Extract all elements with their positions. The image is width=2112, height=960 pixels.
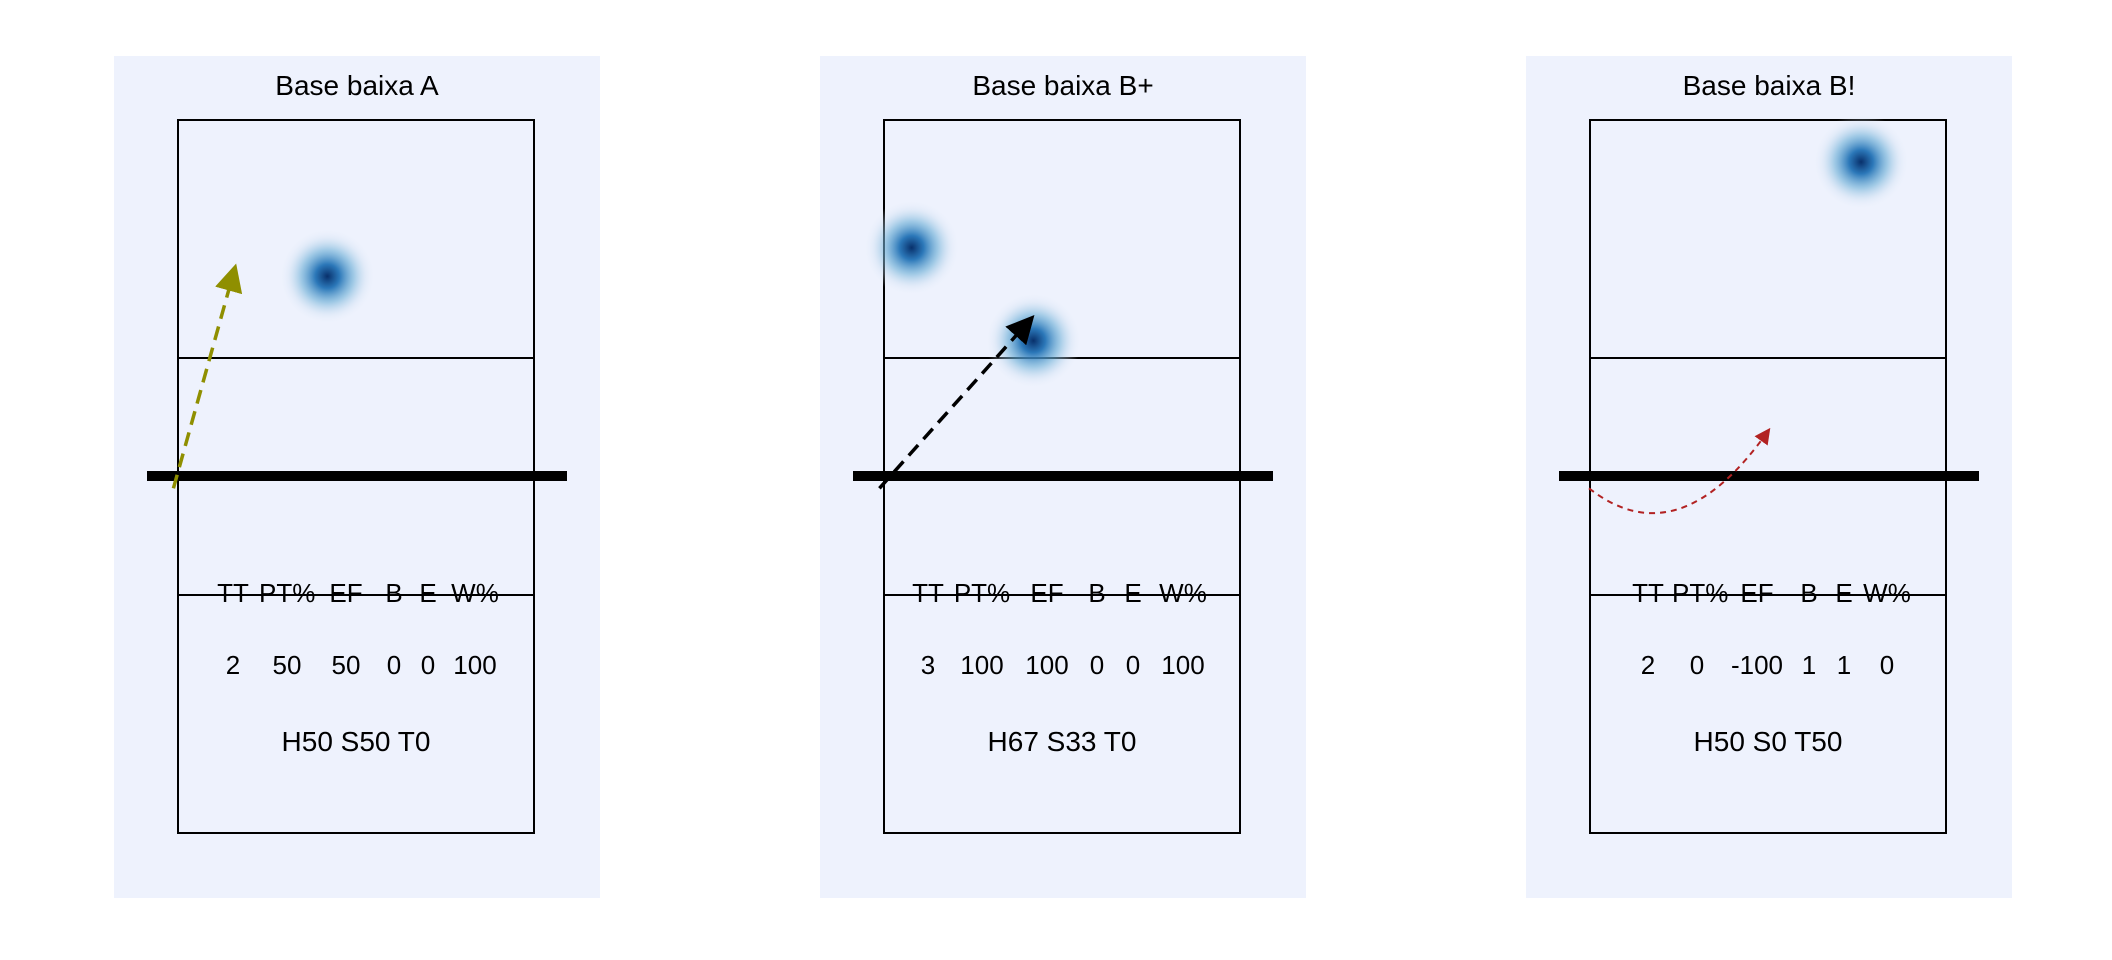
stats-value-row: 2 50 50 0 0 100: [179, 650, 533, 680]
stats-header-cell: B: [385, 578, 403, 608]
net: [1559, 471, 1979, 481]
stats-header-cell: B: [1088, 578, 1106, 608]
stats-header-row: TT PT% EF B E W%: [179, 578, 533, 608]
attack-line-upper: [179, 357, 533, 359]
net: [147, 471, 567, 481]
stats-value-cell: 100: [453, 650, 497, 680]
stats-header-cell: TT: [1632, 578, 1664, 608]
stats-value-cell: 0: [420, 650, 436, 680]
stats-header-row: TT PT% EF B E W%: [885, 578, 1239, 608]
stats-value-cell: 0: [1689, 650, 1705, 680]
chart-overlay: [863, 199, 1082, 490]
heat-spot: [985, 292, 1082, 389]
stats-header-cell: W%: [1159, 578, 1207, 608]
stats-value-cell: 100: [1161, 650, 1205, 680]
stats-header-cell: PT%: [1672, 578, 1729, 608]
attack-line-upper: [1591, 357, 1945, 359]
stats-header-cell: B: [1800, 578, 1818, 608]
stats-value-cell: 1: [1836, 650, 1852, 680]
heat-spot: [1813, 113, 1910, 210]
stats-value-cell: 0: [1879, 650, 1895, 680]
stats-value-cell: -100: [1730, 650, 1784, 680]
summary-label: H50 S0 T50: [1693, 726, 1843, 757]
heat-spot: [279, 228, 376, 325]
stats-value-row: 3 100 100 0 0 100: [885, 650, 1239, 680]
court: TT PT% EF B E W% 3 100 100 0 0 100 H67 S…: [853, 119, 1273, 834]
chart-panel: Base baixa B+ TT PT% EF B E W% 3 100 100…: [820, 56, 1306, 898]
heat-spot: [863, 199, 960, 296]
chart-title: Base baixa B+: [972, 70, 1154, 101]
stats-header-cell: E: [1835, 578, 1853, 608]
stats-value-cell: 1: [1801, 650, 1817, 680]
attack-line-lower: [1591, 594, 1945, 596]
court: TT PT% EF B E W% 2 0 -100 1 1 0 H50 S0 T…: [1559, 119, 1979, 834]
attack-line-lower: [885, 594, 1239, 596]
stats-header-cell: PT%: [953, 578, 1011, 608]
summary-label: H50 S50 T0: [281, 726, 431, 757]
stats-header-cell: E: [419, 578, 437, 608]
stats-value-cell: 0: [386, 650, 402, 680]
stats-value-cell: 50: [272, 650, 302, 680]
stats-header-cell: W%: [451, 578, 499, 608]
chart-title: Base baixa B!: [1682, 70, 1856, 101]
stats-value-cell: 0: [1089, 650, 1105, 680]
stats-table: TT PT% EF B E W% 3 100 100 0 0 100: [885, 533, 1239, 725]
chart-panel: Base baixa A TT PT% EF B E W% 2 50 50 0 …: [114, 56, 600, 898]
stats-value-cell: 50: [331, 650, 361, 680]
chart-overlay: [171, 228, 376, 489]
stats-header-cell: TT: [217, 578, 249, 608]
stats-header-cell: E: [1124, 578, 1142, 608]
stats-value-cell: 100: [960, 650, 1004, 680]
stats-value-cell: 3: [920, 650, 936, 680]
summary-label: H67 S33 T0: [987, 726, 1137, 757]
attack-line-lower: [179, 594, 533, 596]
stats-table: TT PT% EF B E W% 2 50 50 0 0 100: [179, 533, 533, 725]
stats-value-cell: 100: [1025, 650, 1069, 680]
stats-value-cell: 2: [225, 650, 241, 680]
stats-header-cell: TT: [912, 578, 944, 608]
stats-value-cell: 0: [1125, 650, 1141, 680]
stats-header-cell: EF: [1740, 578, 1774, 608]
stats-table: TT PT% EF B E W% 2 0 -100 1 1 0: [1591, 533, 1945, 725]
attack-arrow: [171, 263, 243, 489]
stats-header-row: TT PT% EF B E W%: [1591, 578, 1945, 608]
attack-arrow: [1588, 427, 1771, 515]
chart-overlay: [1588, 113, 1910, 515]
stats-value-row: 2 0 -100 1 1 0: [1591, 650, 1945, 680]
stats-value-cell: 2: [1640, 650, 1656, 680]
attack-arrow: [878, 315, 1035, 490]
stats-header-cell: EF: [1030, 578, 1064, 608]
net: [853, 471, 1273, 481]
chart-panel: Base baixa B! TT PT% EF B E W% 2 0 -100 …: [1526, 56, 2012, 898]
stats-header-cell: PT%: [259, 578, 316, 608]
chart-title: Base baixa A: [275, 70, 439, 101]
stats-header-cell: W%: [1863, 578, 1911, 608]
stats-header-cell: EF: [329, 578, 363, 608]
